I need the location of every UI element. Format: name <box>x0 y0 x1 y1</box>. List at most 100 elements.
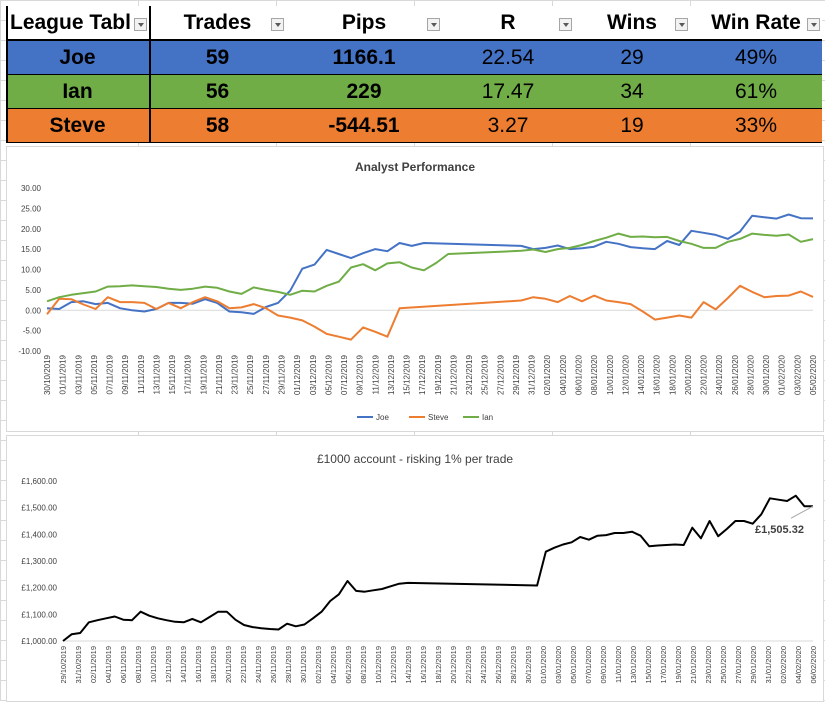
x-tick-label: 24/12/2019 <box>479 646 488 684</box>
x-tick-label: 06/01/2020 <box>575 354 584 395</box>
x-tick-label: 21/12/2019 <box>449 354 458 395</box>
x-tick-label: 29/12/2019 <box>512 354 521 395</box>
x-tick-label: 22/12/2019 <box>464 646 473 684</box>
x-tick-label: 25/11/2019 <box>246 354 255 394</box>
x-tick-label: 04/12/2019 <box>329 646 338 684</box>
y-tick-label: 25.00 <box>21 204 42 213</box>
y-tick-label: £1,200.00 <box>21 584 57 593</box>
table-row: Joe 59 1166.1 22.54 29 49% <box>6 41 822 75</box>
chart-title: Analyst Performance <box>354 160 476 174</box>
x-tick-label: 26/11/2019 <box>269 646 278 683</box>
table-row: Steve 58 -544.51 3.27 19 33% <box>6 109 822 143</box>
series-line-steve <box>46 284 814 341</box>
y-tick-label: £1,000.00 <box>21 637 57 646</box>
filter-dropdown-icon[interactable] <box>427 18 440 31</box>
filter-dropdown-icon[interactable] <box>807 18 820 31</box>
x-tick-label: 11/12/2019 <box>371 354 380 394</box>
x-tick-label: 24/01/2020 <box>715 354 724 395</box>
chart-title: £1000 account - risking 1% per trade <box>316 452 514 466</box>
x-tick-label: 02/02/2020 <box>779 646 788 684</box>
y-tick-label: 30.00 <box>21 184 42 193</box>
x-tick-label: 31/12/2019 <box>528 354 537 395</box>
x-tick-label: 15/12/2019 <box>403 354 412 395</box>
row-win-rate: 33% <box>734 113 778 137</box>
x-tick-label: 04/02/2020 <box>794 646 803 684</box>
x-tick-label: 13/12/2019 <box>387 354 396 395</box>
analyst-performance-chart[interactable]: Analyst Performance 30.00 25.00 20.00 15.00… <box>6 146 824 432</box>
x-tick-label: 26/01/2020 <box>731 354 740 395</box>
header-pips-label: Pips <box>341 10 387 34</box>
x-tick-label: 05/11/2019 <box>90 354 99 394</box>
x-tick-label: 01/11/2019 <box>59 354 68 394</box>
header-r: R <box>442 6 574 39</box>
x-tick-label: 13/01/2020 <box>629 646 638 684</box>
row-name: Ian <box>62 79 93 103</box>
x-tick-label: 08/12/2019 <box>359 646 368 684</box>
x-tick-label: 31/01/2020 <box>764 646 773 684</box>
x-tick-label: 30/12/2019 <box>524 646 533 684</box>
x-tick-label: 06/12/2019 <box>344 646 353 684</box>
y-tick-label: £1,300.00 <box>21 557 57 566</box>
x-tick-label: 19/12/2019 <box>434 354 443 395</box>
x-tick-label: 20/01/2020 <box>684 354 693 395</box>
row-wins: 34 <box>620 79 644 103</box>
filter-dropdown-icon[interactable] <box>271 18 284 31</box>
row-name: Joe <box>59 45 96 69</box>
x-tick-label: 27/01/2020 <box>734 646 743 684</box>
row-name: Steve <box>49 113 106 137</box>
x-tick-label: 17/11/2019 <box>184 354 193 394</box>
legend-label-steve: Steve <box>428 413 449 422</box>
x-tick-label: 23/11/2019 <box>231 354 240 394</box>
x-tick-label: 18/11/2019 <box>209 646 218 683</box>
x-tick-label: 10/01/2020 <box>606 354 615 395</box>
x-tick-label: 02/01/2020 <box>543 354 552 395</box>
x-tick-label: 26/12/2019 <box>494 646 503 684</box>
x-tick-label: 08/01/2020 <box>590 354 599 395</box>
account-growth-chart[interactable]: £1000 account - risking 1% per trade £1,… <box>6 435 824 702</box>
x-tick-label: 03/11/2019 <box>74 354 83 394</box>
row-trades: 59 <box>205 45 230 69</box>
filter-dropdown-icon[interactable] <box>675 18 688 31</box>
table-row: Ian 56 229 17.47 34 61% <box>6 75 822 109</box>
x-tick-label: 22/11/2019 <box>239 646 248 683</box>
table-header-row: League Tabl Trades Pips R Wins Win Rate <box>6 6 822 41</box>
sort-descending-icon[interactable] <box>559 18 572 31</box>
row-trades: 56 <box>205 79 230 103</box>
filter-dropdown-icon[interactable] <box>134 18 147 31</box>
row-r: 17.47 <box>481 79 535 103</box>
series-line-joe <box>46 213 814 315</box>
x-tick-label: 28/01/2020 <box>746 354 755 395</box>
y-tick-label: -5.00 <box>23 327 42 336</box>
x-tick-label: 13/11/2019 <box>152 354 161 394</box>
row-wins: 29 <box>620 45 644 69</box>
x-tick-label: 29/11/2019 <box>277 354 286 394</box>
x-tick-label: 16/11/2019 <box>194 646 203 683</box>
row-wins: 19 <box>620 113 644 137</box>
x-tick-label: 07/12/2019 <box>340 354 349 395</box>
x-tick-label: 02/12/2019 <box>314 646 323 684</box>
x-tick-label: 23/01/2020 <box>704 646 713 684</box>
account-growth-plot: £1,600.00 £1,500.00 £1,400.00 £1,300.00 £1,2… <box>21 477 818 684</box>
x-tick-label: 16/01/2020 <box>653 354 662 395</box>
league-table: League Tabl Trades Pips R Wins Win Rate … <box>6 6 822 143</box>
table-name-column-border <box>149 6 151 143</box>
annotation-leader-line <box>790 505 814 519</box>
x-tick-label: 03/02/2020 <box>793 354 802 395</box>
x-tick-label: 27/12/2019 <box>496 354 505 395</box>
x-tick-label: 25/01/2020 <box>719 646 728 684</box>
x-tick-label: 14/12/2019 <box>404 646 413 684</box>
x-tick-label: 04/11/2019 <box>104 646 113 683</box>
x-tick-label: 30/11/2019 <box>299 646 308 683</box>
x-tick-label: 03/01/2020 <box>554 646 563 684</box>
x-tick-label: 04/01/2020 <box>559 354 568 395</box>
x-tick-label: 14/01/2020 <box>637 354 646 395</box>
analyst-performance-plot: 30.00 25.00 20.00 15.00 10.00 5.00 0.00 -5.00 -1… <box>18 184 818 422</box>
x-tick-label: 03/12/2019 <box>309 354 318 395</box>
row-r: 22.54 <box>481 45 535 69</box>
x-tick-label: 01/02/2020 <box>778 354 787 395</box>
y-tick-label: 15.00 <box>21 245 42 254</box>
series-line-ian <box>46 232 814 303</box>
row-trades: 58 <box>205 113 230 137</box>
header-win-rate: Win Rate <box>690 6 822 39</box>
y-tick-label: -10.00 <box>18 347 41 356</box>
